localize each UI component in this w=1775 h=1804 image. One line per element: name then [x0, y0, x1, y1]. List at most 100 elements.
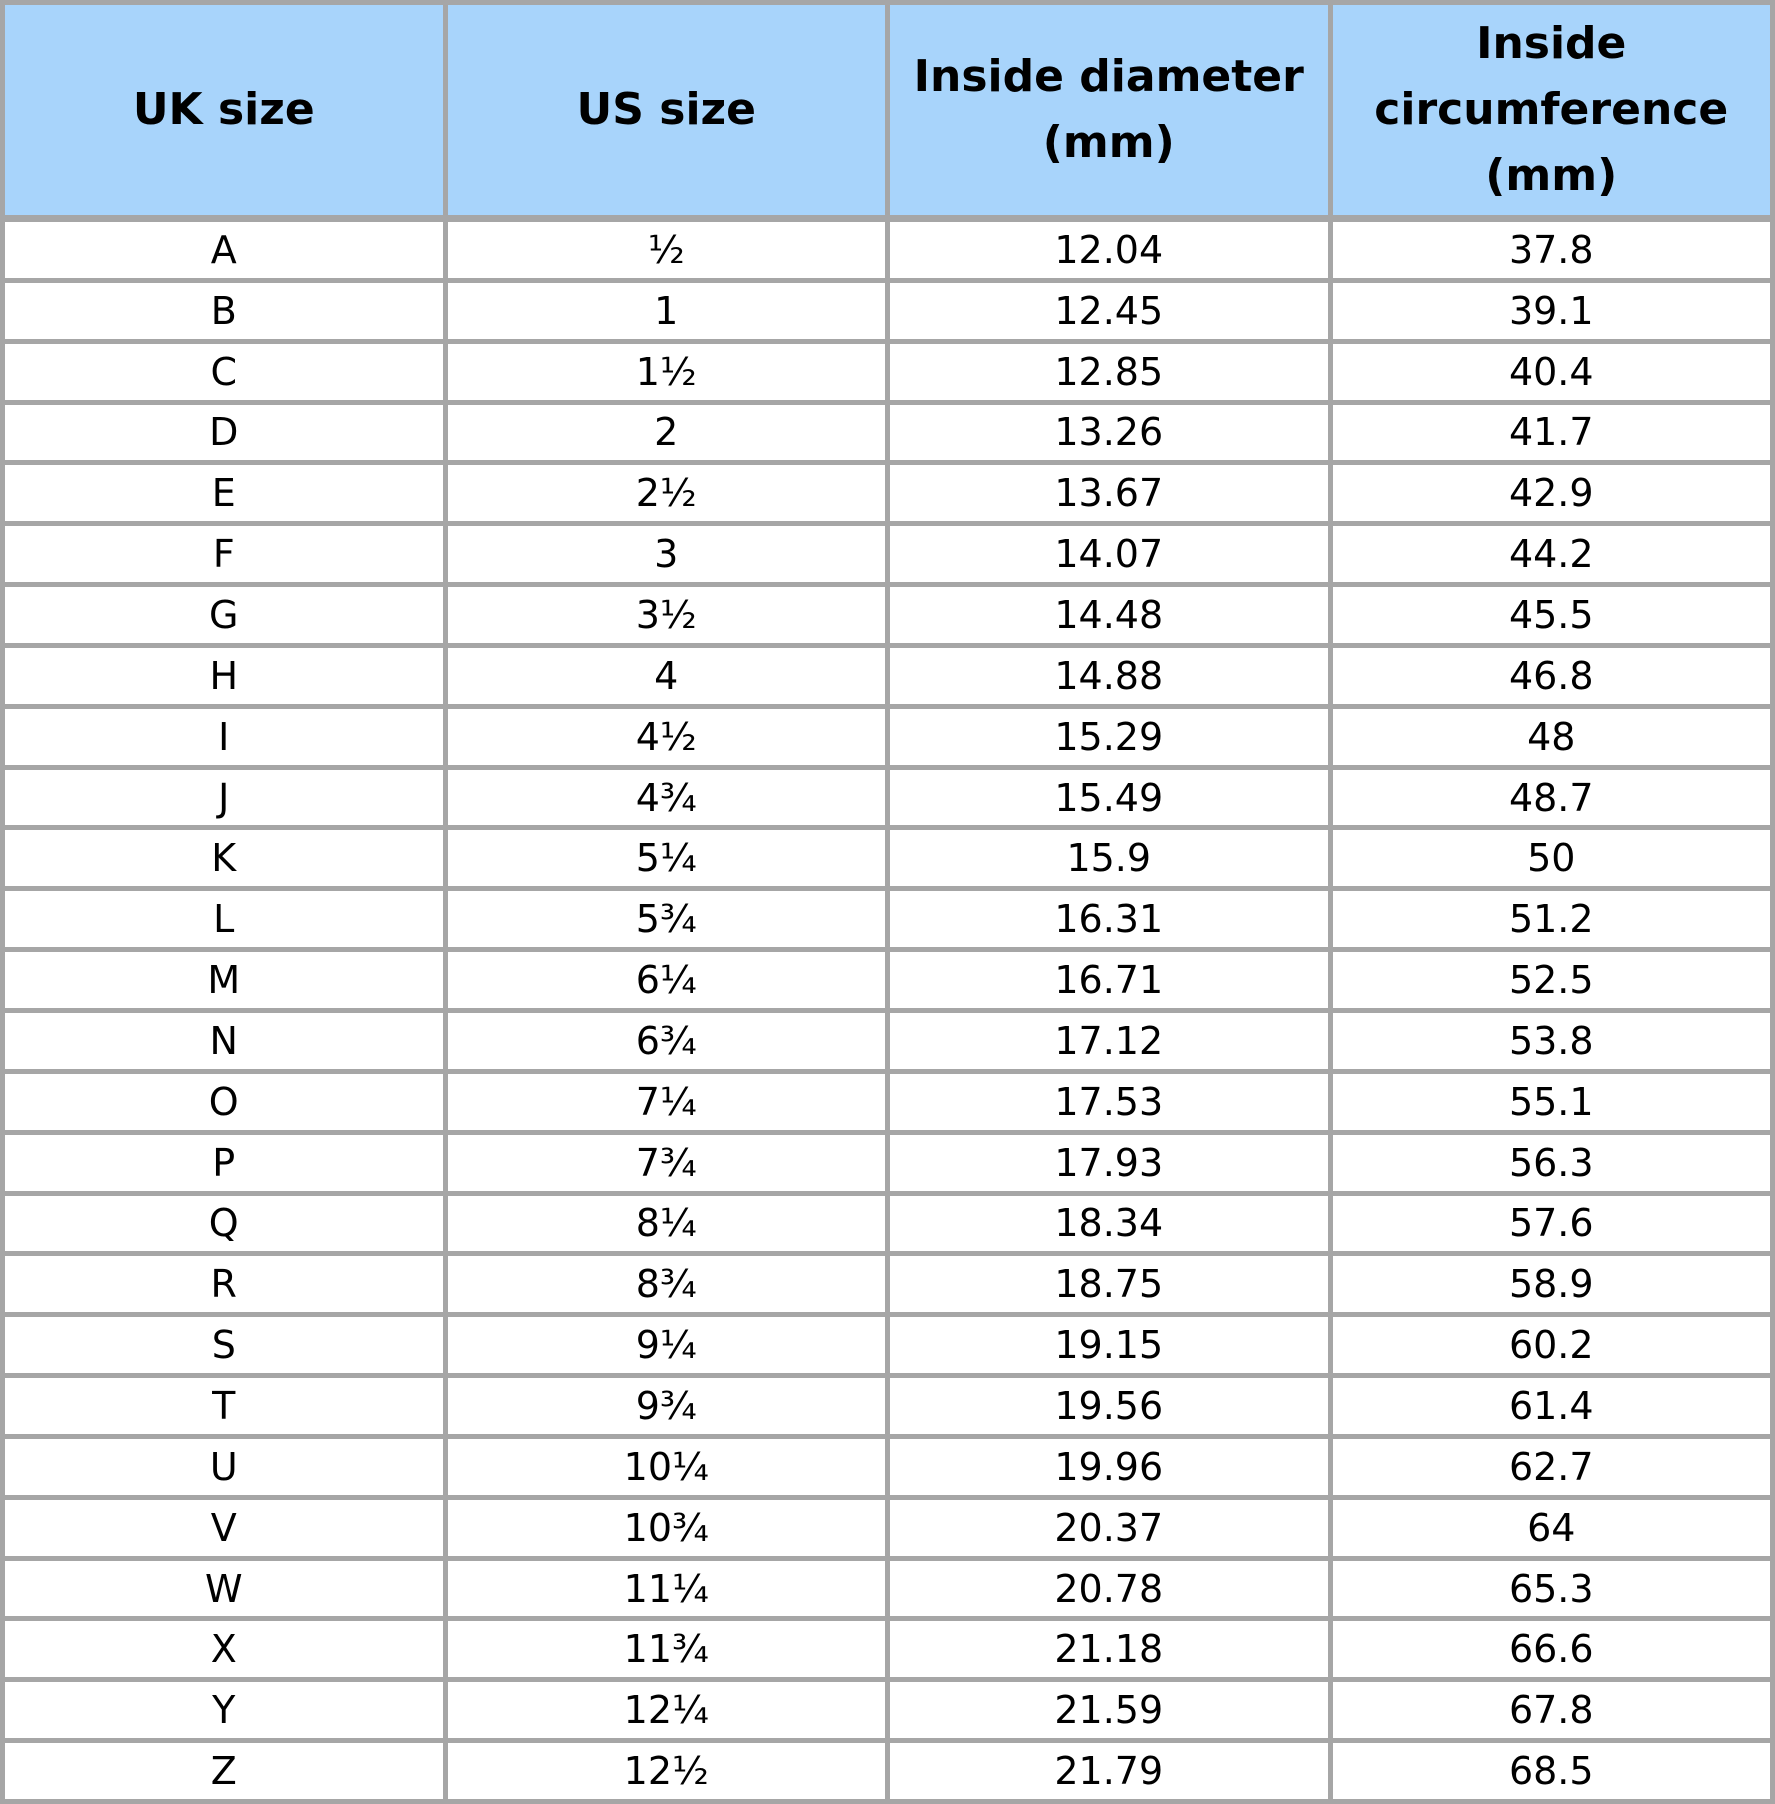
inside-diameter-cell: 14.88: [885, 642, 1333, 709]
table-row: C 1½ 12.85 40.4: [0, 338, 1775, 405]
inside-circumference-cell: 55.1: [1327, 1068, 1775, 1135]
us-size-cell: 8¼: [442, 1190, 890, 1257]
inside-circumference-cell: 51.2: [1327, 886, 1775, 953]
uk-size-cell: Y: [0, 1677, 448, 1744]
us-size-cell: 9¼: [442, 1312, 890, 1379]
table-row: F 3 14.07 44.2: [0, 521, 1775, 588]
inside-diameter-cell: 20.78: [885, 1555, 1333, 1622]
table-row: T 9¾ 19.56 61.4: [0, 1373, 1775, 1439]
inside-circumference-cell: 66.6: [1327, 1616, 1775, 1683]
uk-size-cell: F: [0, 521, 448, 588]
inside-diameter-cell: 13.26: [885, 399, 1333, 466]
inside-circumference-cell: 50: [1327, 825, 1775, 892]
uk-size-cell: X: [0, 1616, 448, 1683]
inside-circumference-cell: 46.8: [1327, 642, 1775, 709]
uk-size-cell: S: [0, 1312, 448, 1379]
inside-circumference-cell: 58.9: [1327, 1251, 1775, 1318]
inside-circumference-cell: 67.8: [1327, 1677, 1775, 1744]
table-row: B 1 12.45 39.1: [0, 277, 1775, 344]
inside-diameter-cell: 21.59: [885, 1677, 1333, 1744]
header-uk-size: UK size: [0, 0, 448, 222]
uk-size-cell: P: [0, 1129, 448, 1196]
table-row: M 6¼ 16.71 52.5: [0, 947, 1775, 1013]
inside-circumference-cell: 40.4: [1327, 338, 1775, 405]
uk-size-cell: N: [0, 1007, 448, 1074]
inside-circumference-cell: 42.9: [1327, 460, 1775, 527]
table-row: E 2½ 13.67 42.9: [0, 460, 1775, 527]
inside-diameter-cell: 21.18: [885, 1616, 1333, 1683]
us-size-cell: 5¾: [442, 886, 890, 953]
inside-diameter-cell: 15.29: [885, 703, 1333, 770]
uk-size-cell: V: [0, 1494, 448, 1561]
inside-circumference-cell: 57.6: [1327, 1190, 1775, 1257]
us-size-cell: 11¾: [442, 1616, 890, 1683]
inside-diameter-cell: 16.31: [885, 886, 1333, 953]
inside-circumference-cell: 37.8: [1327, 216, 1775, 283]
table-row: H 4 14.88 46.8: [0, 642, 1775, 709]
inside-diameter-cell: 14.07: [885, 521, 1333, 588]
table-row: Y 12¼ 21.59 67.8: [0, 1677, 1775, 1744]
table-row: Q 8¼ 18.34 57.6: [0, 1190, 1775, 1257]
inside-diameter-cell: 13.67: [885, 460, 1333, 527]
uk-size-cell: T: [0, 1373, 448, 1439]
us-size-cell: 7¾: [442, 1129, 890, 1196]
us-size-cell: 8¾: [442, 1251, 890, 1318]
uk-size-cell: G: [0, 582, 448, 648]
table-row: J 4¾ 15.49 48.7: [0, 764, 1775, 831]
inside-circumference-cell: 48.7: [1327, 764, 1775, 831]
us-size-cell: 1½: [442, 338, 890, 405]
uk-size-cell: L: [0, 886, 448, 953]
table-row: X 11¾ 21.18 66.6: [0, 1616, 1775, 1683]
uk-size-cell: K: [0, 825, 448, 892]
inside-circumference-cell: 60.2: [1327, 1312, 1775, 1379]
inside-diameter-cell: 15.49: [885, 764, 1333, 831]
header-row: UK size US size Inside diameter (mm) Ins…: [0, 0, 1775, 222]
uk-size-cell: I: [0, 703, 448, 770]
inside-diameter-cell: 19.56: [885, 1373, 1333, 1439]
inside-diameter-cell: 17.12: [885, 1007, 1333, 1074]
inside-circumference-cell: 41.7: [1327, 399, 1775, 466]
table-row: L 5¾ 16.31 51.2: [0, 886, 1775, 953]
inside-diameter-cell: 15.9: [885, 825, 1333, 892]
inside-diameter-cell: 12.04: [885, 216, 1333, 283]
table-row: U 10¼ 19.96 62.7: [0, 1433, 1775, 1500]
table-row: I 4½ 15.29 48: [0, 703, 1775, 770]
us-size-cell: 6¾: [442, 1007, 890, 1074]
inside-circumference-cell: 44.2: [1327, 521, 1775, 588]
inside-diameter-cell: 18.75: [885, 1251, 1333, 1318]
inside-diameter-cell: 16.71: [885, 947, 1333, 1013]
inside-diameter-cell: 17.93: [885, 1129, 1333, 1196]
us-size-cell: 6¼: [442, 947, 890, 1013]
header-inside-diameter: Inside diameter (mm): [885, 0, 1333, 222]
table-row: O 7¼ 17.53 55.1: [0, 1068, 1775, 1135]
inside-diameter-cell: 20.37: [885, 1494, 1333, 1561]
inside-diameter-cell: 14.48: [885, 582, 1333, 648]
table-row: N 6¾ 17.12 53.8: [0, 1007, 1775, 1074]
us-size-cell: 2½: [442, 460, 890, 527]
us-size-cell: ½: [442, 216, 890, 283]
inside-circumference-cell: 39.1: [1327, 277, 1775, 344]
inside-circumference-cell: 45.5: [1327, 582, 1775, 648]
uk-size-cell: H: [0, 642, 448, 709]
inside-diameter-cell: 12.45: [885, 277, 1333, 344]
inside-circumference-cell: 52.5: [1327, 947, 1775, 1013]
table-row: A ½ 12.04 37.8: [0, 216, 1775, 283]
us-size-cell: 12¼: [442, 1677, 890, 1744]
uk-size-cell: R: [0, 1251, 448, 1318]
table-body: A ½ 12.04 37.8 B 1 12.45 39.1 C 1½ 12.85 40.4 D 2 13.2…: [0, 216, 1775, 1804]
us-size-cell: 3: [442, 521, 890, 588]
us-size-cell: 4: [442, 642, 890, 709]
table-row: D 2 13.26 41.7: [0, 399, 1775, 466]
us-size-cell: 3½: [442, 582, 890, 648]
us-size-cell: 5¼: [442, 825, 890, 892]
table-row: W 11¼ 20.78 65.3: [0, 1555, 1775, 1622]
table-row: S 9¼ 19.15 60.2: [0, 1312, 1775, 1379]
inside-circumference-cell: 61.4: [1327, 1373, 1775, 1439]
table-row: R 8¾ 18.75 58.9: [0, 1251, 1775, 1318]
us-size-cell: 10¾: [442, 1494, 890, 1561]
inside-diameter-cell: 18.34: [885, 1190, 1333, 1257]
uk-size-cell: J: [0, 764, 448, 831]
table-row: P 7¾ 17.93 56.3: [0, 1129, 1775, 1196]
inside-diameter-cell: 19.96: [885, 1433, 1333, 1500]
us-size-cell: 10¼: [442, 1433, 890, 1500]
